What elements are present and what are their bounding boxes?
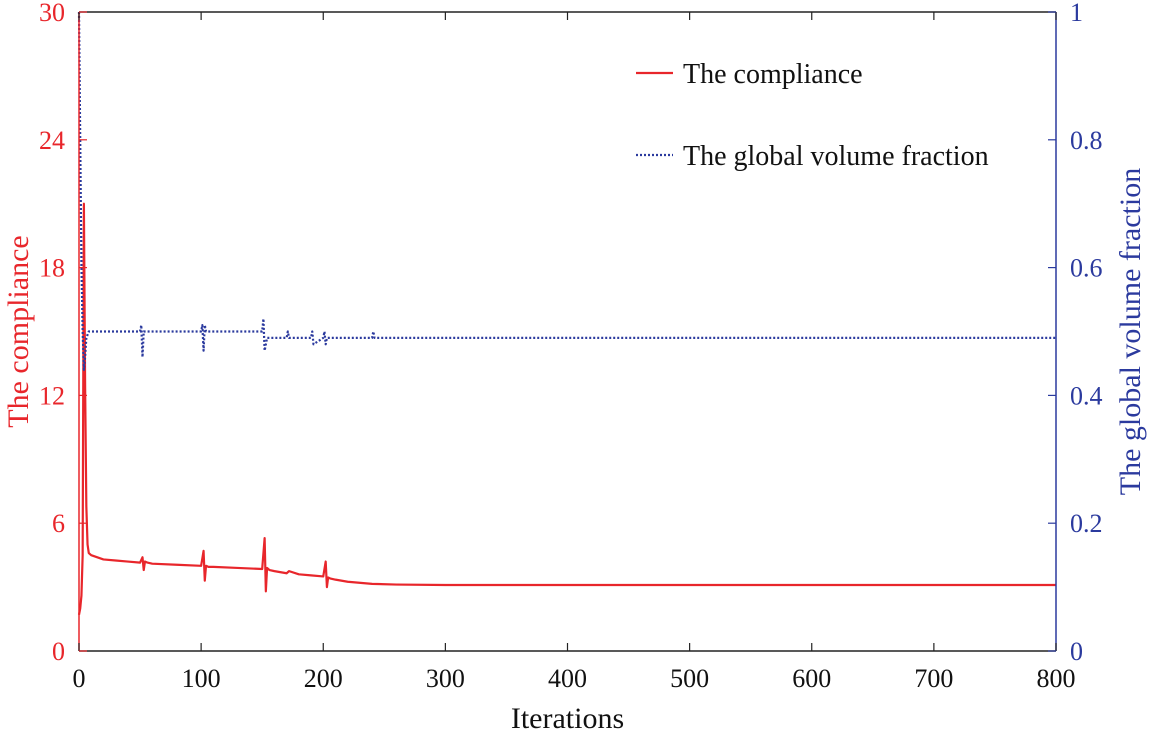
x-tick-label: 800 bbox=[1037, 664, 1076, 693]
legend-label-volume-fraction: The global volume fraction bbox=[683, 141, 989, 172]
series-layer bbox=[77, 11, 1056, 615]
x-tick-label: 100 bbox=[182, 664, 221, 693]
x-axis-title: Iterations bbox=[511, 702, 624, 735]
x-tick-label: 200 bbox=[304, 664, 343, 693]
x-tick-label: 600 bbox=[792, 664, 831, 693]
y-right-tick-label: 0 bbox=[1070, 637, 1083, 666]
y-axis-right-title: The global volume fraction bbox=[1114, 168, 1147, 495]
y-left-tick-label: 30 bbox=[39, 0, 65, 27]
legend: The compliance The global volume fractio… bbox=[636, 59, 989, 172]
series-line-compliance bbox=[77, 202, 1056, 615]
y-left-tick-label: 0 bbox=[52, 637, 65, 666]
y-left-tick-label: 24 bbox=[39, 126, 65, 155]
x-tick-label: 300 bbox=[426, 664, 465, 693]
legend-label-compliance: The compliance bbox=[683, 59, 863, 90]
y-right-tick-label: 0.6 bbox=[1070, 254, 1103, 283]
series-line-volume-fraction bbox=[77, 11, 1056, 371]
x-tick-label: 700 bbox=[914, 664, 953, 693]
axes-layer: 0 100 200 300 400 500 600 700 800061218243000.20… bbox=[39, 0, 1103, 693]
y-right-tick-label: 0.4 bbox=[1070, 381, 1103, 410]
x-tick-label: 0 bbox=[73, 664, 86, 693]
y-right-tick-label: 1 bbox=[1070, 0, 1083, 27]
y-left-tick-label: 12 bbox=[39, 381, 65, 410]
y-left-tick-label: 18 bbox=[39, 254, 65, 283]
y-left-tick-label: 6 bbox=[52, 509, 65, 538]
y-right-tick-label: 0.8 bbox=[1070, 126, 1103, 155]
y-right-tick-label: 0.2 bbox=[1070, 509, 1103, 538]
x-tick-label: 500 bbox=[670, 664, 709, 693]
y-axis-left-title: The compliance bbox=[2, 235, 35, 427]
x-tick-label: 400 bbox=[548, 664, 587, 693]
